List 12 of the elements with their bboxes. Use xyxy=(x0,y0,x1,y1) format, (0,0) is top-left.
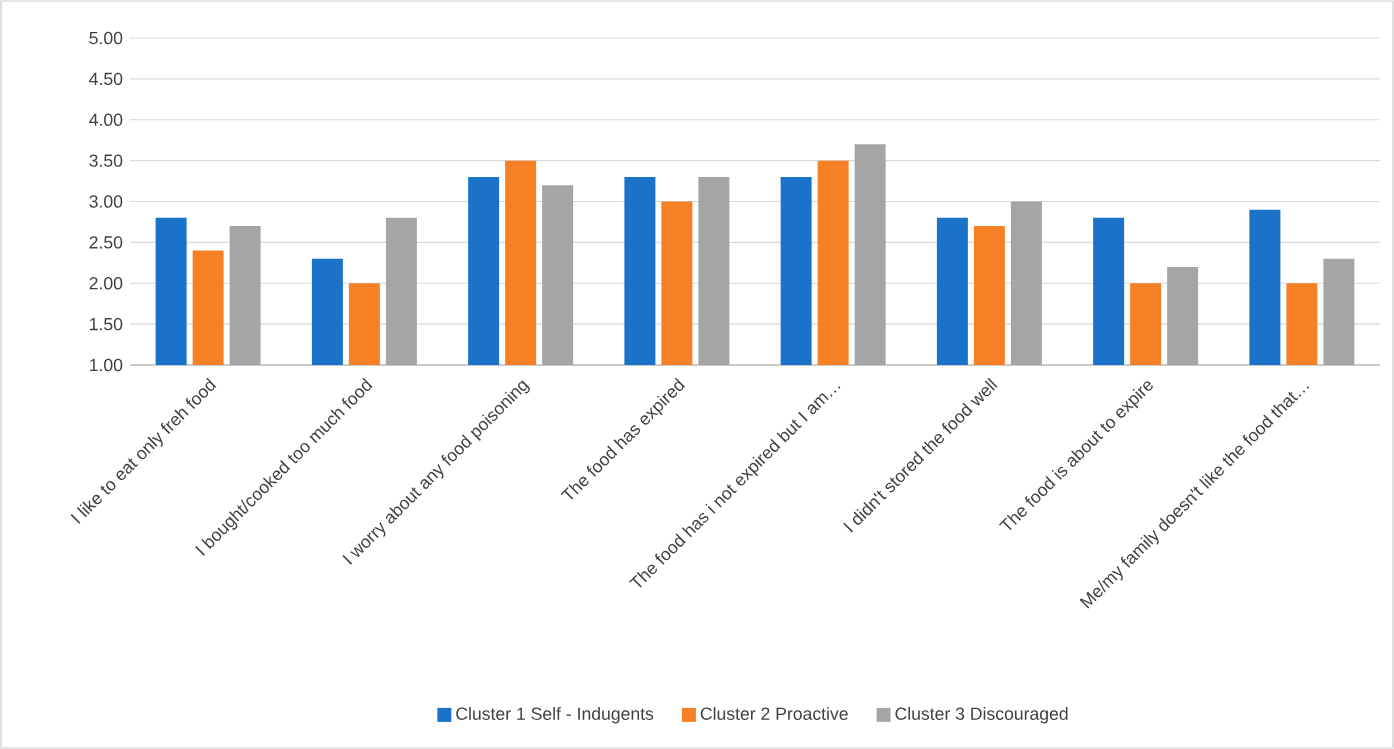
y-tick-label: 1.00 xyxy=(90,358,123,372)
legend-label: Cluster 2 Proactive xyxy=(700,707,848,720)
legend-label: Cluster 1 Self - Indugents xyxy=(456,707,654,724)
y-tick-label: 3.00 xyxy=(89,195,123,208)
y-tick-label: 4.00 xyxy=(89,113,123,126)
y-tick-label: 2.00 xyxy=(89,277,123,290)
y-tick-label: 2.50 xyxy=(89,236,123,249)
legend-label: Cluster 3 Discouraged xyxy=(895,707,1068,724)
y-tick-label: 5.00 xyxy=(89,31,123,45)
y-tick-label: 1.50 xyxy=(90,317,123,331)
y-tick-label: 4.50 xyxy=(89,72,123,86)
y-tick-label: 3.50 xyxy=(89,154,123,167)
